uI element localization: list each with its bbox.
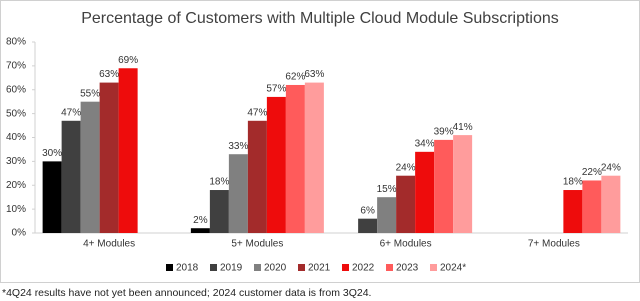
legend-swatch: [166, 264, 173, 271]
bar: [118, 68, 138, 233]
legend-swatch: [430, 264, 437, 271]
value-label: 18%: [563, 177, 583, 188]
y-tick-label: 40%: [6, 132, 26, 143]
bar: [601, 175, 621, 233]
legend-swatch: [386, 264, 393, 271]
bar: [209, 190, 229, 233]
bar: [434, 139, 454, 233]
x-tick-label: 6+ Modules: [380, 239, 432, 250]
bar: [228, 154, 248, 233]
bar: [453, 135, 473, 233]
legend-label: 2019: [220, 263, 243, 274]
value-label: 24%: [396, 162, 416, 173]
legend-label: 2020: [264, 263, 287, 274]
value-label: 22%: [582, 167, 602, 178]
bar: [377, 197, 397, 233]
y-tick-label: 30%: [6, 156, 26, 167]
value-label: 69%: [118, 55, 138, 66]
legend-label: 2022: [352, 263, 375, 274]
x-tick-label: 7+ Modules: [528, 239, 580, 250]
value-label: 18%: [209, 177, 229, 188]
value-label: 15%: [377, 184, 397, 195]
bar: [80, 101, 100, 233]
legend-label: 2018: [176, 263, 199, 274]
y-tick-label: 50%: [6, 108, 26, 119]
value-label: 55%: [80, 88, 100, 99]
bar: [42, 161, 62, 233]
bar: [285, 84, 305, 233]
value-label: 6%: [360, 205, 375, 216]
value-label: 24%: [601, 162, 621, 173]
y-tick-label: 60%: [6, 84, 26, 95]
legend-swatch: [342, 264, 349, 271]
bar: [396, 175, 416, 233]
value-label: 62%: [285, 72, 305, 83]
legend-swatch: [210, 264, 217, 271]
value-label: 41%: [453, 122, 473, 133]
bar: [99, 82, 119, 234]
y-tick-label: 70%: [6, 61, 26, 72]
value-label: 30%: [42, 148, 62, 159]
footnote: *4Q24 results have not yet been announce…: [2, 287, 371, 299]
chart-title: Percentage of Customers with Multiple Cl…: [81, 10, 559, 27]
bar: [415, 151, 435, 233]
value-label: 39%: [434, 127, 454, 138]
y-tick-label: 10%: [6, 204, 26, 215]
y-tick-label: 20%: [6, 180, 26, 191]
value-label: 34%: [415, 138, 435, 149]
bar: [266, 96, 286, 233]
legend-label: 2024*: [440, 263, 466, 274]
legend-swatch: [254, 264, 261, 271]
bar: [61, 120, 81, 233]
bar: [247, 120, 267, 233]
value-label: 47%: [61, 107, 81, 118]
bar: [358, 218, 378, 233]
y-tick-label: 80%: [6, 37, 26, 48]
value-label: 33%: [228, 141, 248, 152]
x-tick-label: 5+ Modules: [231, 239, 283, 250]
legend-label: 2023: [396, 263, 419, 274]
y-tick-label: 0%: [12, 228, 27, 239]
bar: [582, 180, 602, 233]
value-label: 57%: [266, 84, 286, 95]
x-tick-label: 4+ Modules: [83, 239, 135, 250]
legend-swatch: [298, 264, 305, 271]
value-label: 47%: [247, 107, 267, 118]
bar: [563, 190, 583, 233]
value-label: 63%: [304, 69, 324, 80]
value-label: 63%: [99, 69, 119, 80]
bar: [190, 228, 210, 233]
legend-label: 2021: [308, 263, 331, 274]
bar: [304, 82, 324, 234]
value-label: 2%: [193, 215, 208, 226]
